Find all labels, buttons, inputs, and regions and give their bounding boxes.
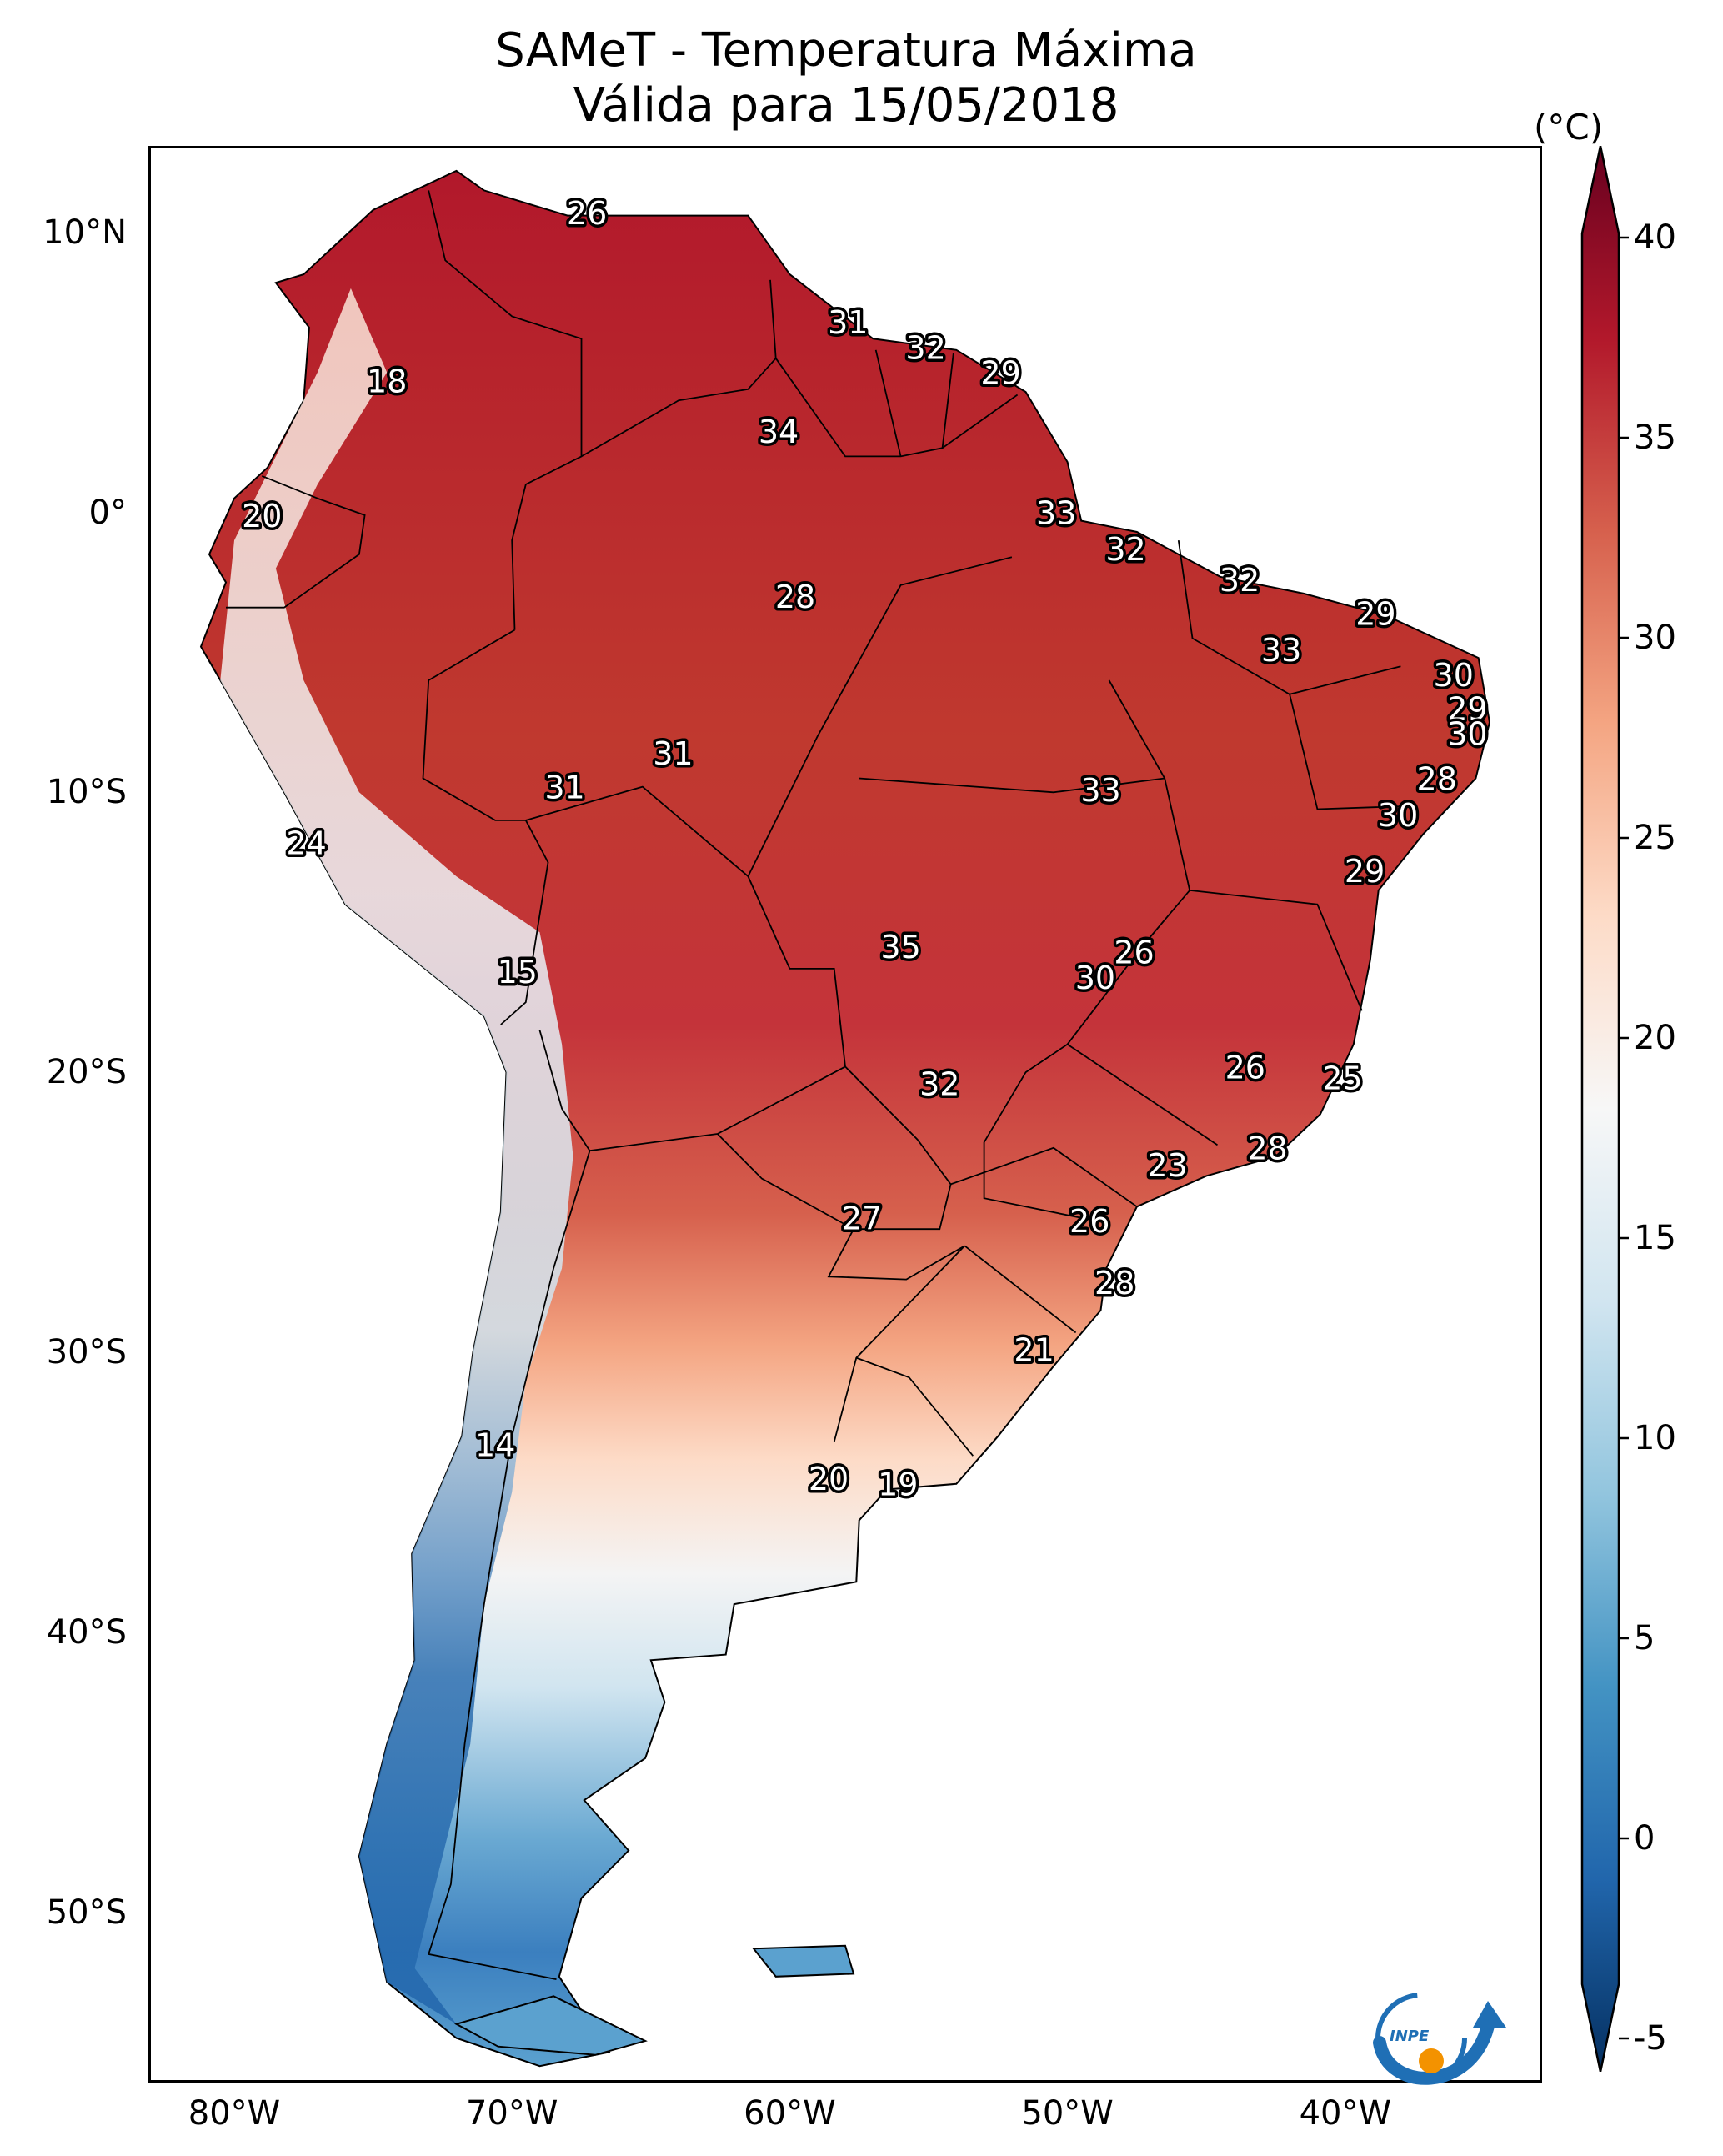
border-line (941, 352, 954, 449)
station-value-label: 29 (980, 355, 1020, 392)
inpe-logo: INPE (1373, 1993, 1506, 2085)
border-line (226, 475, 366, 609)
title-line-2: Válida para 15/05/2018 (573, 78, 1119, 133)
border-line (1289, 665, 1401, 695)
station-value-label: 28 (1417, 760, 1457, 797)
longitude-tick-label: 70°W (465, 2094, 558, 2133)
latitude-tick-label: 10°N (43, 213, 127, 252)
border-line (1190, 890, 1363, 1011)
station-value-label: 20 (809, 1461, 849, 1497)
station-value-label: 34 (759, 414, 799, 450)
station-value-label: 15 (498, 954, 538, 990)
island (453, 1995, 648, 2056)
station-value-label: 14 (475, 1427, 515, 1464)
continent-land (199, 169, 1491, 2068)
station-value-label: 28 (775, 579, 815, 615)
station-value-label: 26 (1069, 1203, 1109, 1240)
longitude-tick-label: 50°W (1021, 2094, 1114, 2133)
border-line (422, 629, 549, 1025)
colorbar-tick-label: 15 (1634, 1219, 1676, 1257)
station-value-label: 35 (880, 929, 920, 965)
station-value-label: 33 (1036, 494, 1076, 531)
station-value-label: 31 (653, 735, 693, 772)
station-value-label: 30 (1075, 960, 1115, 996)
border-line (581, 279, 777, 458)
station-value-label: 32 (905, 329, 945, 366)
map-frame: 26 31 32 29 18 34 20 33 32 32 28 29 33 30 29 30 31 28 31 33… (148, 146, 1542, 2083)
colorbar-tick-label: 30 (1634, 619, 1676, 657)
colorbar-tick-label: 40 (1634, 218, 1676, 257)
title-line-1: SAMeT - Temperatura Máxima (495, 23, 1197, 78)
station-value-label: 26 (1225, 1049, 1265, 1086)
island (751, 1944, 855, 1978)
border-line (950, 1146, 1138, 1208)
border-line (855, 1356, 974, 1457)
latitude-tick-label: 20°S (46, 1053, 127, 1092)
country-borders (226, 190, 1401, 1980)
border-line (827, 1228, 965, 1281)
latitude-tick-label: 50°S (46, 1893, 127, 1932)
station-value-label: 29 (1355, 595, 1395, 632)
colorbar-unit-label: (°C) (1534, 107, 1604, 148)
latitude-tick-label: 0° (88, 493, 127, 532)
border-line (525, 785, 846, 1067)
latitude-tick-label: 40°S (46, 1612, 127, 1652)
station-value-label: 25 (1322, 1060, 1362, 1097)
border-line (774, 358, 1019, 458)
svg-text:INPE: INPE (1390, 2028, 1430, 2045)
station-value-label: 26 (567, 195, 607, 232)
border-line (717, 1065, 952, 1231)
colorbar-gradient (1580, 146, 1620, 2072)
station-value-label: 20 (242, 498, 282, 534)
colorbar-tick-label: 10 (1634, 1419, 1676, 1457)
border-line (428, 1150, 591, 1980)
colorbar-tick-label: 0 (1634, 1819, 1655, 1858)
station-value-label: 28 (1094, 1265, 1134, 1301)
station-value-label: 19 (878, 1467, 918, 1503)
station-value-label: 30 (1434, 657, 1474, 694)
station-value-label: 18 (367, 364, 407, 400)
station-value-label: 29 (1447, 691, 1487, 728)
station-value-label: 21 (1014, 1331, 1054, 1368)
station-value-label: 33 (1080, 772, 1120, 809)
border-line (428, 190, 583, 630)
border-line (964, 1245, 1077, 1334)
map-title: SAMeT - Temperatura Máxima Válida para 1… (150, 23, 1542, 133)
colorbar (1580, 146, 1629, 2072)
station-value-label: 28 (1247, 1131, 1287, 1167)
station-value-label: 31 (828, 304, 868, 341)
station-value-label: 33 (1261, 632, 1301, 669)
border-line (1067, 1043, 1219, 1146)
colorbar-tick-label: 35 (1634, 419, 1676, 457)
longitude-tick-label: 60°W (744, 2094, 836, 2133)
latitude-tick-label: 30°S (46, 1332, 127, 1371)
colorbar-tick-label: 25 (1634, 819, 1676, 857)
border-line (874, 349, 902, 457)
station-value-label: 30 (1378, 797, 1418, 834)
station-value-label: 27 (842, 1201, 882, 1237)
border-line (747, 556, 1013, 877)
colorbar-tick-label: 5 (1634, 1619, 1655, 1657)
station-value-label: 30 (1447, 716, 1487, 753)
station-value-label: 24 (286, 825, 326, 862)
colorbar-tick-label: 20 (1634, 1019, 1676, 1057)
station-value-label: 32 (1105, 531, 1145, 568)
longitude-tick-label: 80°W (188, 2094, 281, 2133)
station-value-label: 29 (1345, 853, 1385, 890)
andes-cool-band (220, 288, 573, 2024)
station-value-label: 23 (1147, 1147, 1187, 1184)
station-value-label: 32 (1220, 562, 1260, 599)
colorbar-tick-label: -5 (1634, 2019, 1667, 2058)
latitude-tick-label: 10°S (46, 773, 127, 812)
border-line (859, 777, 1165, 794)
station-value-label: 32 (919, 1065, 959, 1102)
longitude-tick-label: 40°W (1299, 2094, 1392, 2133)
station-value-label: 26 (1114, 935, 1154, 971)
station-value-label: 31 (544, 770, 584, 806)
